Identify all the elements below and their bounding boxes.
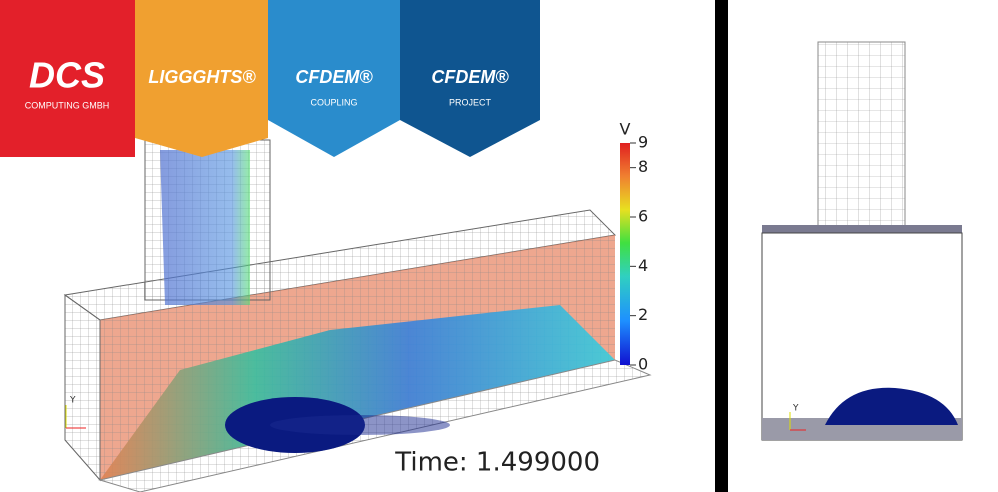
axes-triad: Y [65, 396, 86, 429]
logo-dcs-bg [0, 0, 135, 157]
logo-subtitle: PROJECT [449, 97, 492, 107]
side-lid [762, 225, 962, 233]
logo-subtitle: COUPLING [310, 97, 357, 107]
logo-coupling-bg [268, 0, 400, 157]
inlet-flow [160, 150, 250, 305]
logo-liggghts-bg [135, 0, 268, 157]
colorbar-title: V [620, 120, 631, 139]
time-label: Time: 1.499000 [394, 448, 600, 478]
channel-end [64, 294, 101, 482]
particle-spread [270, 415, 450, 435]
colorbar-tick-label: 6 [638, 207, 648, 226]
side-inlet-mesh [817, 41, 906, 228]
logo-title: CFDEM® [431, 67, 509, 87]
logo-project-bg [400, 0, 540, 157]
logo-title: DCS [29, 55, 105, 96]
side-view: Y [761, 41, 963, 441]
colorbar-tick-label: 8 [638, 157, 648, 176]
colorbar-tick-label: 4 [638, 256, 648, 275]
colorbar: V 0 2 4 6 8 9 [620, 120, 649, 374]
triad-label: Y [69, 396, 76, 406]
colorbar-tick-label: 2 [638, 305, 648, 324]
flow-floor [100, 305, 615, 480]
logo-subtitle: COMPUTING GMBH [25, 100, 110, 110]
logo-title: CFDEM® [295, 67, 373, 87]
colorbar-tick-label: 9 [638, 133, 648, 152]
side-particle-heap [825, 387, 958, 425]
triad-label: Y [792, 404, 799, 414]
logo-title: LIGGGHTS® [148, 67, 256, 87]
divider [715, 0, 728, 492]
logo-bar: DCS COMPUTING GMBH LIGGGHTS® CFDEM® COUP… [0, 0, 540, 157]
colorbar-gradient [620, 143, 630, 365]
colorbar-tick-label: 0 [638, 355, 648, 374]
channel [63, 139, 652, 492]
